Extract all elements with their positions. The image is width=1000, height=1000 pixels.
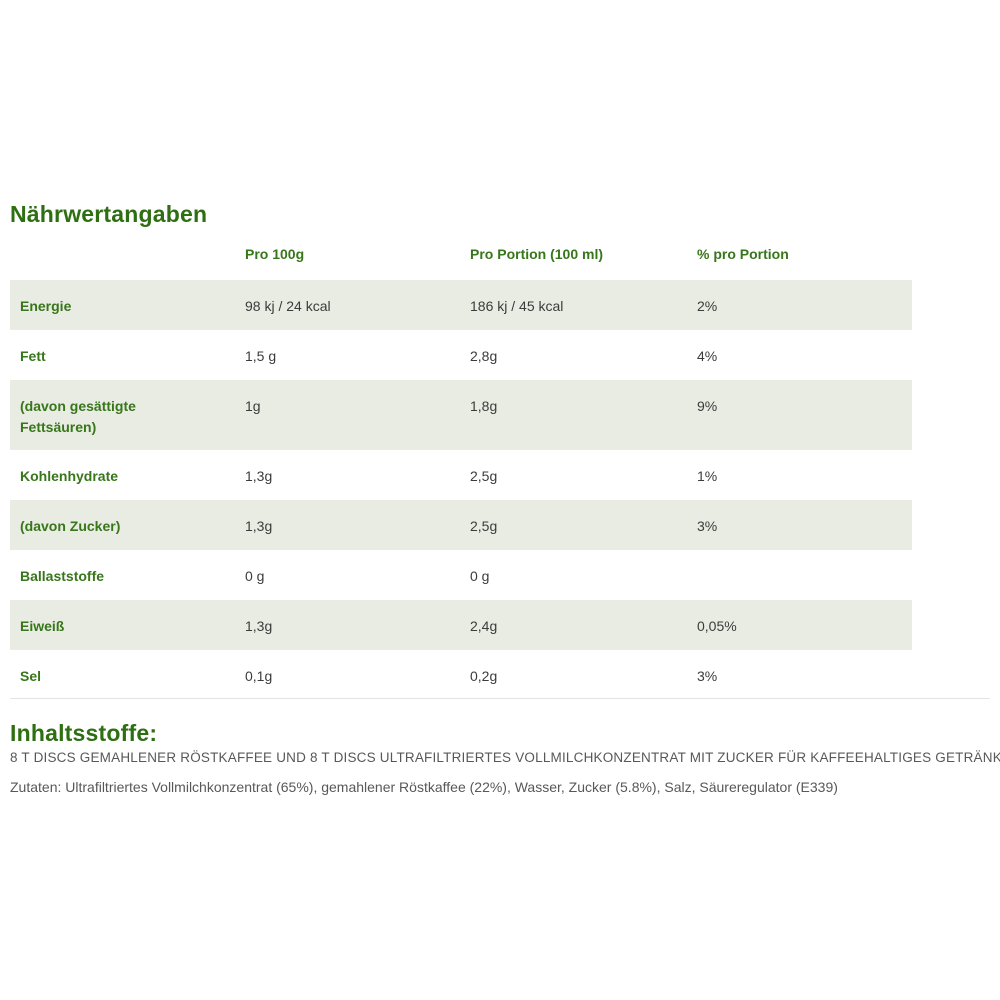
row-label: (davon Zucker): [20, 518, 121, 534]
section-divider: [10, 698, 990, 699]
row-value-per-portion: 2,5g: [470, 468, 498, 484]
row-value-per-portion: 1,8g: [470, 398, 498, 414]
row-value-percent: 9%: [697, 398, 718, 414]
row-value-percent: 3%: [697, 668, 718, 684]
row-value-per-100g: 1,3g: [245, 618, 273, 634]
table-row-fett: Fett 1,5 g 2,8g 4%: [10, 330, 912, 380]
table-column-headers: Pro 100g Pro Portion (100 ml) % pro Port…: [10, 246, 912, 262]
row-label: (davon gesättigte Fettsäuren): [20, 398, 136, 435]
ingredients-description: 8 T DISCS GEMAHLENER RÖSTKAFFEE UND 8 T …: [10, 750, 1000, 765]
row-value-percent: 3%: [697, 518, 718, 534]
column-header-spacer: [10, 246, 245, 262]
row-label: Ballaststoffe: [20, 568, 105, 584]
row-value-percent: 0,05%: [697, 618, 737, 634]
row-value-percent: 1%: [697, 468, 718, 484]
row-label: Sel: [20, 668, 42, 684]
row-label: Fett: [20, 348, 46, 364]
row-value-percent: [697, 550, 912, 600]
row-value-per-100g: 0,1g: [245, 668, 273, 684]
column-header-per-portion: Pro Portion (100 ml): [470, 246, 604, 262]
row-value-per-portion: 0 g: [470, 568, 490, 584]
row-value-per-portion: 186 kj / 45 kcal: [470, 298, 564, 314]
page-title: Nährwertangaben: [10, 201, 208, 227]
row-value-percent: 4%: [697, 348, 718, 364]
row-label: Kohlenhydrate: [20, 468, 119, 484]
table-row-kohlenhydrate: Kohlenhydrate 1,3g 2,5g 1%: [10, 450, 912, 500]
nutrition-table: Energie 98 kj / 24 kcal 186 kj / 45 kcal…: [10, 280, 912, 700]
row-value-per-100g: 0 g: [245, 568, 265, 584]
row-value-per-100g: 98 kj / 24 kcal: [245, 298, 331, 314]
table-row-energie: Energie 98 kj / 24 kcal 186 kj / 45 kcal…: [10, 280, 912, 330]
table-row-eiweiss: Eiweiß 1,3g 2,4g 0,05%: [10, 600, 912, 650]
row-value-per-portion: 2,4g: [470, 618, 498, 634]
row-value-per-portion: 2,8g: [470, 348, 498, 364]
table-row-ballaststoffe: Ballaststoffe 0 g 0 g: [10, 550, 912, 600]
table-row-gesaettigte-fettsaeuren: (davon gesättigte Fettsäuren) 1g 1,8g 9%: [10, 380, 912, 450]
row-value-per-100g: 1,3g: [245, 518, 273, 534]
row-value-per-portion: 0,2g: [470, 668, 498, 684]
column-header-percent-portion: % pro Portion: [697, 246, 789, 262]
row-value-per-100g: 1,5 g: [245, 348, 277, 364]
row-label: Energie: [20, 298, 72, 314]
row-value-per-portion: 2,5g: [470, 518, 498, 534]
ingredients-title: Inhaltsstoffe:: [10, 720, 158, 746]
row-value-per-100g: 1,3g: [245, 468, 273, 484]
column-header-per-100g: Pro 100g: [245, 246, 305, 262]
row-label: Eiweiß: [20, 618, 65, 634]
ingredients-zutaten-line: Zutaten: Ultrafiltriertes Vollmilchkonze…: [10, 779, 838, 795]
table-row-davon-zucker: (davon Zucker) 1,3g 2,5g 3%: [10, 500, 912, 550]
row-value-percent: 2%: [697, 298, 718, 314]
row-value-per-100g: 1g: [245, 398, 261, 414]
table-row-sel: Sel 0,1g 0,2g 3%: [10, 650, 912, 700]
